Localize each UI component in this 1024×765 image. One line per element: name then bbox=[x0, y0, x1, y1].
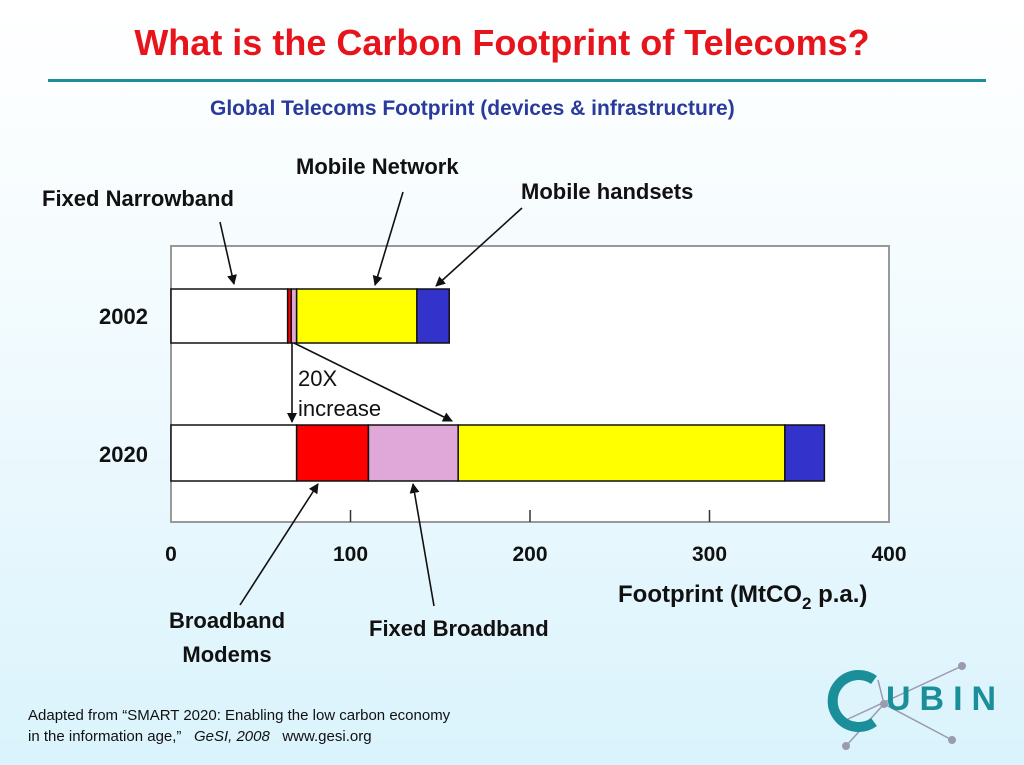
arrow-mobile-handsets bbox=[435, 207, 523, 287]
logo-network-line bbox=[877, 679, 885, 705]
x-tick-label: 0 bbox=[165, 543, 177, 566]
callout-fixed-narrowband: Fixed Narrowband bbox=[42, 186, 234, 211]
bar-2020-mobile-network bbox=[457, 424, 786, 482]
source-publisher: GeSI, 2008 bbox=[193, 728, 270, 745]
arrow-20x-broadband bbox=[293, 342, 453, 422]
logo-network-line bbox=[883, 703, 953, 741]
title-divider bbox=[48, 79, 986, 82]
bar-2002-mobile-handsets bbox=[416, 288, 450, 344]
source-url: www.gesi.org bbox=[282, 728, 372, 745]
source-plain: in the information age,” bbox=[28, 728, 182, 745]
bar-2002-fixed-narrowband bbox=[170, 288, 289, 344]
bar-2020-fixed-narrowband bbox=[170, 424, 298, 482]
x-tick-label: 200 bbox=[512, 543, 547, 566]
logo-node bbox=[880, 700, 888, 708]
callout-mobile-network: Mobile Network bbox=[296, 154, 459, 179]
arrow-fixed-narrowband bbox=[219, 221, 237, 285]
logo-node bbox=[958, 662, 966, 670]
logo-c-ring bbox=[827, 670, 877, 732]
bar-2020-fixed-broadband bbox=[367, 424, 459, 482]
logo-text: UBIN bbox=[886, 680, 1005, 718]
slide-title: What is the Carbon Footprint of Telecoms… bbox=[134, 22, 870, 63]
arrow-fixed-broadband bbox=[409, 483, 435, 607]
bar-2020-mobile-handsets bbox=[784, 424, 826, 482]
bar-2020-broadband-modems bbox=[295, 424, 370, 482]
source-citation: Adapted from “SMART 2020: Enabling the l… bbox=[28, 705, 450, 747]
callout-broadband-modems-line1: Broadband bbox=[169, 608, 285, 633]
x-axis-label: Footprint (MtCO2 p.a.) bbox=[618, 581, 867, 613]
logo-network-line bbox=[845, 665, 963, 721]
callout-mobile-handsets: Mobile handsets bbox=[521, 179, 693, 204]
bar-2002-mobile-network bbox=[295, 288, 418, 344]
x-tick-label: 300 bbox=[692, 543, 727, 566]
source-line-1: Adapted from “SMART 2020: Enabling the l… bbox=[28, 707, 451, 724]
x-tick-label: 400 bbox=[871, 543, 906, 566]
annotation-increase: increase bbox=[298, 396, 381, 421]
annotation-20x: 20X bbox=[298, 366, 337, 391]
bar-2002-fixed-broadband bbox=[290, 288, 298, 344]
callout-fixed-broadband: Fixed Broadband bbox=[369, 616, 549, 641]
cubin-logo: UBIN bbox=[827, 662, 1005, 750]
chart-subtitle: Global Telecoms Footprint (devices & inf… bbox=[210, 97, 735, 120]
logo-node bbox=[842, 742, 850, 750]
category-label-2020: 2020 bbox=[99, 442, 148, 467]
category-label-2002: 2002 bbox=[99, 304, 148, 329]
logo-node bbox=[948, 736, 956, 744]
callout-broadband-modems-line2: Modems bbox=[182, 642, 271, 667]
arrow-mobile-network bbox=[372, 191, 404, 286]
source-line-2: in the information age,” GeSI, 2008 www.… bbox=[28, 726, 450, 747]
x-tick-label: 100 bbox=[333, 543, 368, 566]
arrow-broadband-modems bbox=[239, 483, 319, 606]
